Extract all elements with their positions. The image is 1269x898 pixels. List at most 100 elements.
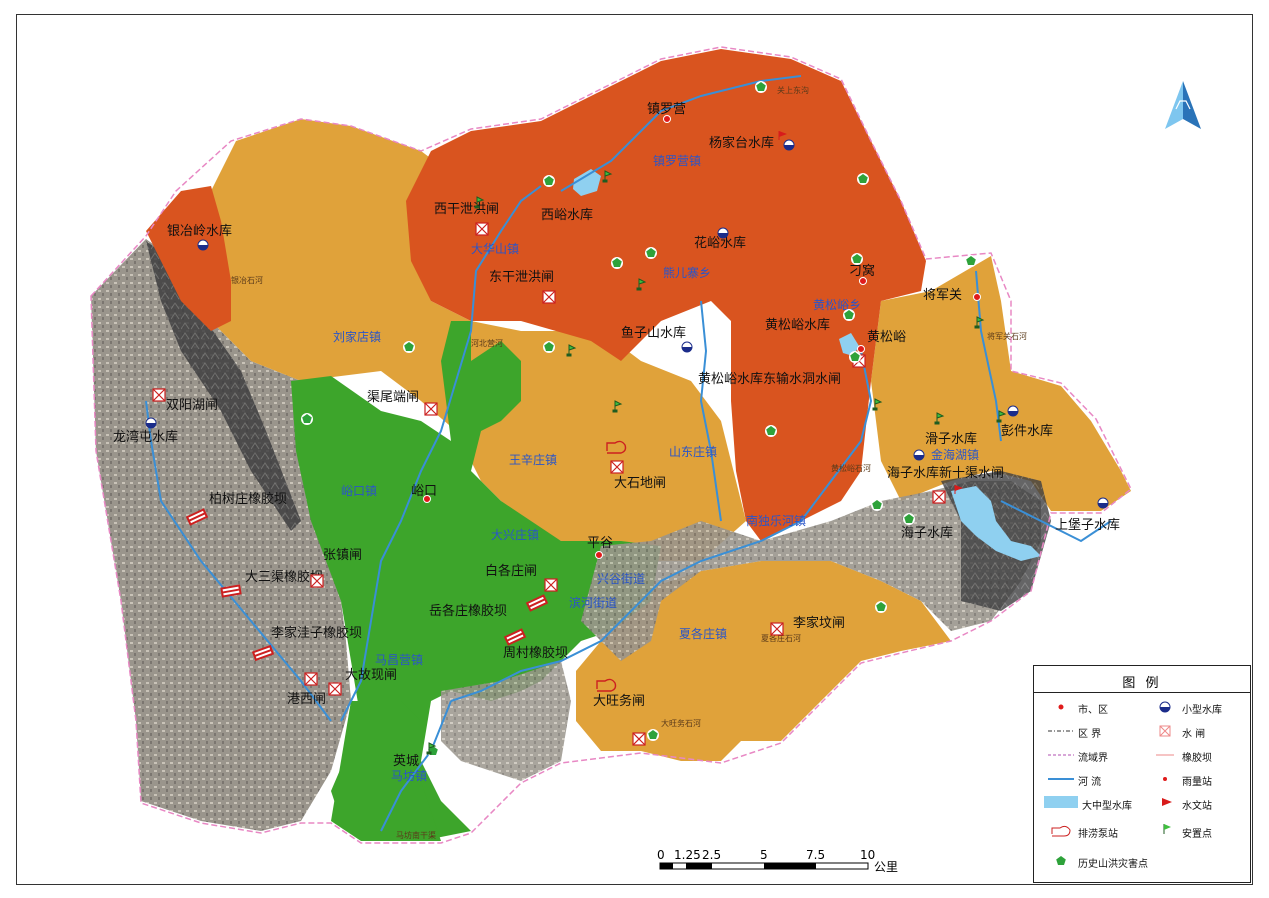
flood-history-icon bbox=[849, 351, 861, 363]
pump-station-markers bbox=[596, 440, 627, 692]
scale-tick-2: 2.5 bbox=[702, 848, 721, 862]
hydrologic-station-icon bbox=[954, 485, 963, 494]
small-reservoir-icon bbox=[717, 227, 729, 239]
river-label-yinye: 银冶石河 bbox=[231, 275, 263, 285]
legend-label-rubber-dam: 橡胶坝 bbox=[1182, 753, 1212, 764]
legend-label-pump: 排涝泵站 bbox=[1078, 829, 1118, 840]
sluice-icon bbox=[1159, 725, 1171, 737]
river-label-jiangjun: 将军关石河 bbox=[987, 331, 1027, 341]
city-dot-icon bbox=[973, 293, 981, 301]
legend-label-resettlement: 安置点 bbox=[1182, 829, 1212, 840]
label-xiyu-reservoir: 西峪水库 bbox=[541, 207, 593, 223]
label-dawangwu-gate: 大旺务闸 bbox=[593, 693, 645, 709]
mountain-ridge bbox=[146, 241, 301, 531]
sluice-icon bbox=[632, 732, 646, 746]
resettlement-markers bbox=[426, 170, 1007, 755]
town-yukou: 峪口镇 bbox=[341, 484, 377, 498]
label-huangsongyu-east-gate: 黄松峪水库东输水洞水闸 bbox=[698, 371, 841, 387]
scale-tick-3: 5 bbox=[760, 848, 768, 862]
medium-risk-zone-south bbox=[576, 561, 951, 761]
pump-station-icon bbox=[606, 440, 627, 454]
small-reservoir-icon bbox=[1097, 497, 1109, 509]
medium-risk-zone-east bbox=[871, 256, 1131, 511]
label-baigezhuang-gate: 白各庄闸 bbox=[485, 563, 537, 579]
resettlement-icon bbox=[474, 196, 485, 209]
flood-history-icon bbox=[645, 247, 657, 259]
label-longwantun-reservoir: 龙湾屯水库 bbox=[113, 429, 178, 445]
scale-unit: 公里 bbox=[874, 860, 898, 874]
town-daxingzhuang: 大兴庄镇 bbox=[491, 527, 539, 542]
town-jinhaihu: 金海湖镇 bbox=[931, 447, 979, 462]
label-huayu-reservoir: 花峪水库 bbox=[694, 235, 746, 251]
flood-history-icon bbox=[403, 341, 415, 353]
flood-history-icon bbox=[765, 425, 777, 437]
city-dot-icon bbox=[1057, 703, 1065, 711]
river-label-mafang: 马坊南干渠 bbox=[396, 830, 436, 840]
label-jiangjunguan: 将军关 bbox=[923, 288, 962, 303]
xiyu-reservoir-water bbox=[573, 169, 601, 196]
rubber-dam-icon bbox=[1156, 754, 1174, 756]
label-huangsongyu-reservoir: 黄松峪水库 bbox=[765, 317, 830, 333]
scale-tick-5: 10 bbox=[860, 848, 875, 862]
legend-label-district: 区 界 bbox=[1078, 729, 1102, 740]
rubber-dam-icon bbox=[525, 594, 549, 612]
low-risk-zone-south bbox=[331, 701, 441, 841]
town-binhe: 滨河街道 bbox=[569, 595, 617, 610]
sluice-icon bbox=[475, 222, 489, 236]
label-zhangzhen-gate: 张镇闸 bbox=[323, 548, 362, 563]
scale-tick-0: 0 bbox=[657, 848, 665, 862]
river-label-huangsongyu: 黄松峪石河 bbox=[831, 463, 871, 473]
small-reservoir-icon bbox=[783, 139, 795, 151]
flood-history-icon bbox=[875, 601, 887, 613]
resettlement-icon bbox=[996, 410, 1007, 423]
flood-history-icon bbox=[1055, 855, 1067, 867]
city-dot-icon bbox=[857, 345, 865, 353]
label-lijiafen-gate: 李家坟闸 bbox=[793, 615, 845, 631]
label-haizi-reservoir: 海子水库 bbox=[901, 525, 953, 541]
huangsongyu-reservoir-water bbox=[839, 333, 859, 356]
town-xinggu: 兴谷街道 bbox=[597, 572, 645, 586]
flood-history-icon bbox=[543, 175, 555, 187]
resettlement-icon bbox=[636, 278, 647, 291]
pump-station-icon bbox=[596, 678, 617, 692]
hydrologic-station-icon bbox=[1162, 798, 1172, 806]
label-baishuzhuang-dam: 柏树庄橡胶坝 bbox=[209, 491, 287, 507]
rubber-dam-markers bbox=[185, 508, 549, 662]
high-risk-zone-north bbox=[406, 49, 926, 541]
label-yingcheng: 英城 bbox=[393, 754, 419, 769]
label-dagugxian-gate: 大故现闸 bbox=[345, 668, 397, 683]
city-markers bbox=[423, 115, 981, 559]
rubber-dam-icon bbox=[185, 508, 209, 526]
haizi-reservoir-water bbox=[951, 486, 1041, 561]
river-icon bbox=[1048, 778, 1074, 780]
scale-bar: 0 1.25 2.5 5 7.5 10 公里 bbox=[657, 848, 898, 874]
legend-label-basin: 流域界 bbox=[1078, 753, 1108, 764]
legend-label-river: 河 流 bbox=[1078, 777, 1102, 788]
small-reservoir-icon bbox=[913, 449, 925, 461]
label-yangjiatai-reservoir: 杨家台水库 bbox=[709, 135, 774, 151]
label-shuangyanghu-gate: 双阳湖闸 bbox=[166, 398, 218, 413]
label-dashidi-gate: 大石地闸 bbox=[614, 476, 666, 491]
large-reservoir-icon bbox=[1044, 796, 1078, 808]
resettlement-icon bbox=[602, 170, 613, 183]
flood-history-icon bbox=[611, 257, 623, 269]
town-wangxinzhuang: 王辛庄镇 bbox=[509, 452, 557, 467]
flood-history-icon bbox=[871, 499, 883, 511]
label-yinyeling-reservoir: 银冶岭水库 bbox=[167, 223, 232, 239]
sluice-icon bbox=[424, 402, 438, 416]
legend-divider bbox=[1034, 692, 1250, 693]
label-yuegezhuang-dam: 岳各庄橡胶坝 bbox=[429, 603, 507, 619]
city-dot-icon bbox=[663, 115, 671, 123]
town-xiagezhuang: 夏各庄镇 bbox=[679, 626, 727, 641]
label-yuzishan-reservoir: 鱼子山水库 bbox=[621, 325, 686, 341]
legend-label-sluice: 水 闸 bbox=[1182, 729, 1206, 740]
town-dahuashan: 大华山镇 bbox=[471, 242, 519, 256]
legend-label-rain-gauge: 雨量站 bbox=[1182, 777, 1212, 788]
label-qudunwei-gate: 渠尾端闸 bbox=[367, 390, 419, 405]
label-huazi-reservoir: 滑子水库 bbox=[925, 431, 977, 447]
map-frame: 镇罗营镇 大华山镇 熊儿寨乡 黄松峪乡 刘家店镇 王辛庄镇 山东庄镇 金海湖镇 … bbox=[16, 14, 1253, 885]
label-zhoucun-dam: 周村橡胶坝 bbox=[503, 645, 568, 661]
label-haizi-xinshiqu-gate: 海子水库新十渠水闸 bbox=[887, 465, 1004, 481]
city-dot-icon bbox=[595, 551, 603, 559]
small-reservoir-icon bbox=[197, 239, 209, 251]
